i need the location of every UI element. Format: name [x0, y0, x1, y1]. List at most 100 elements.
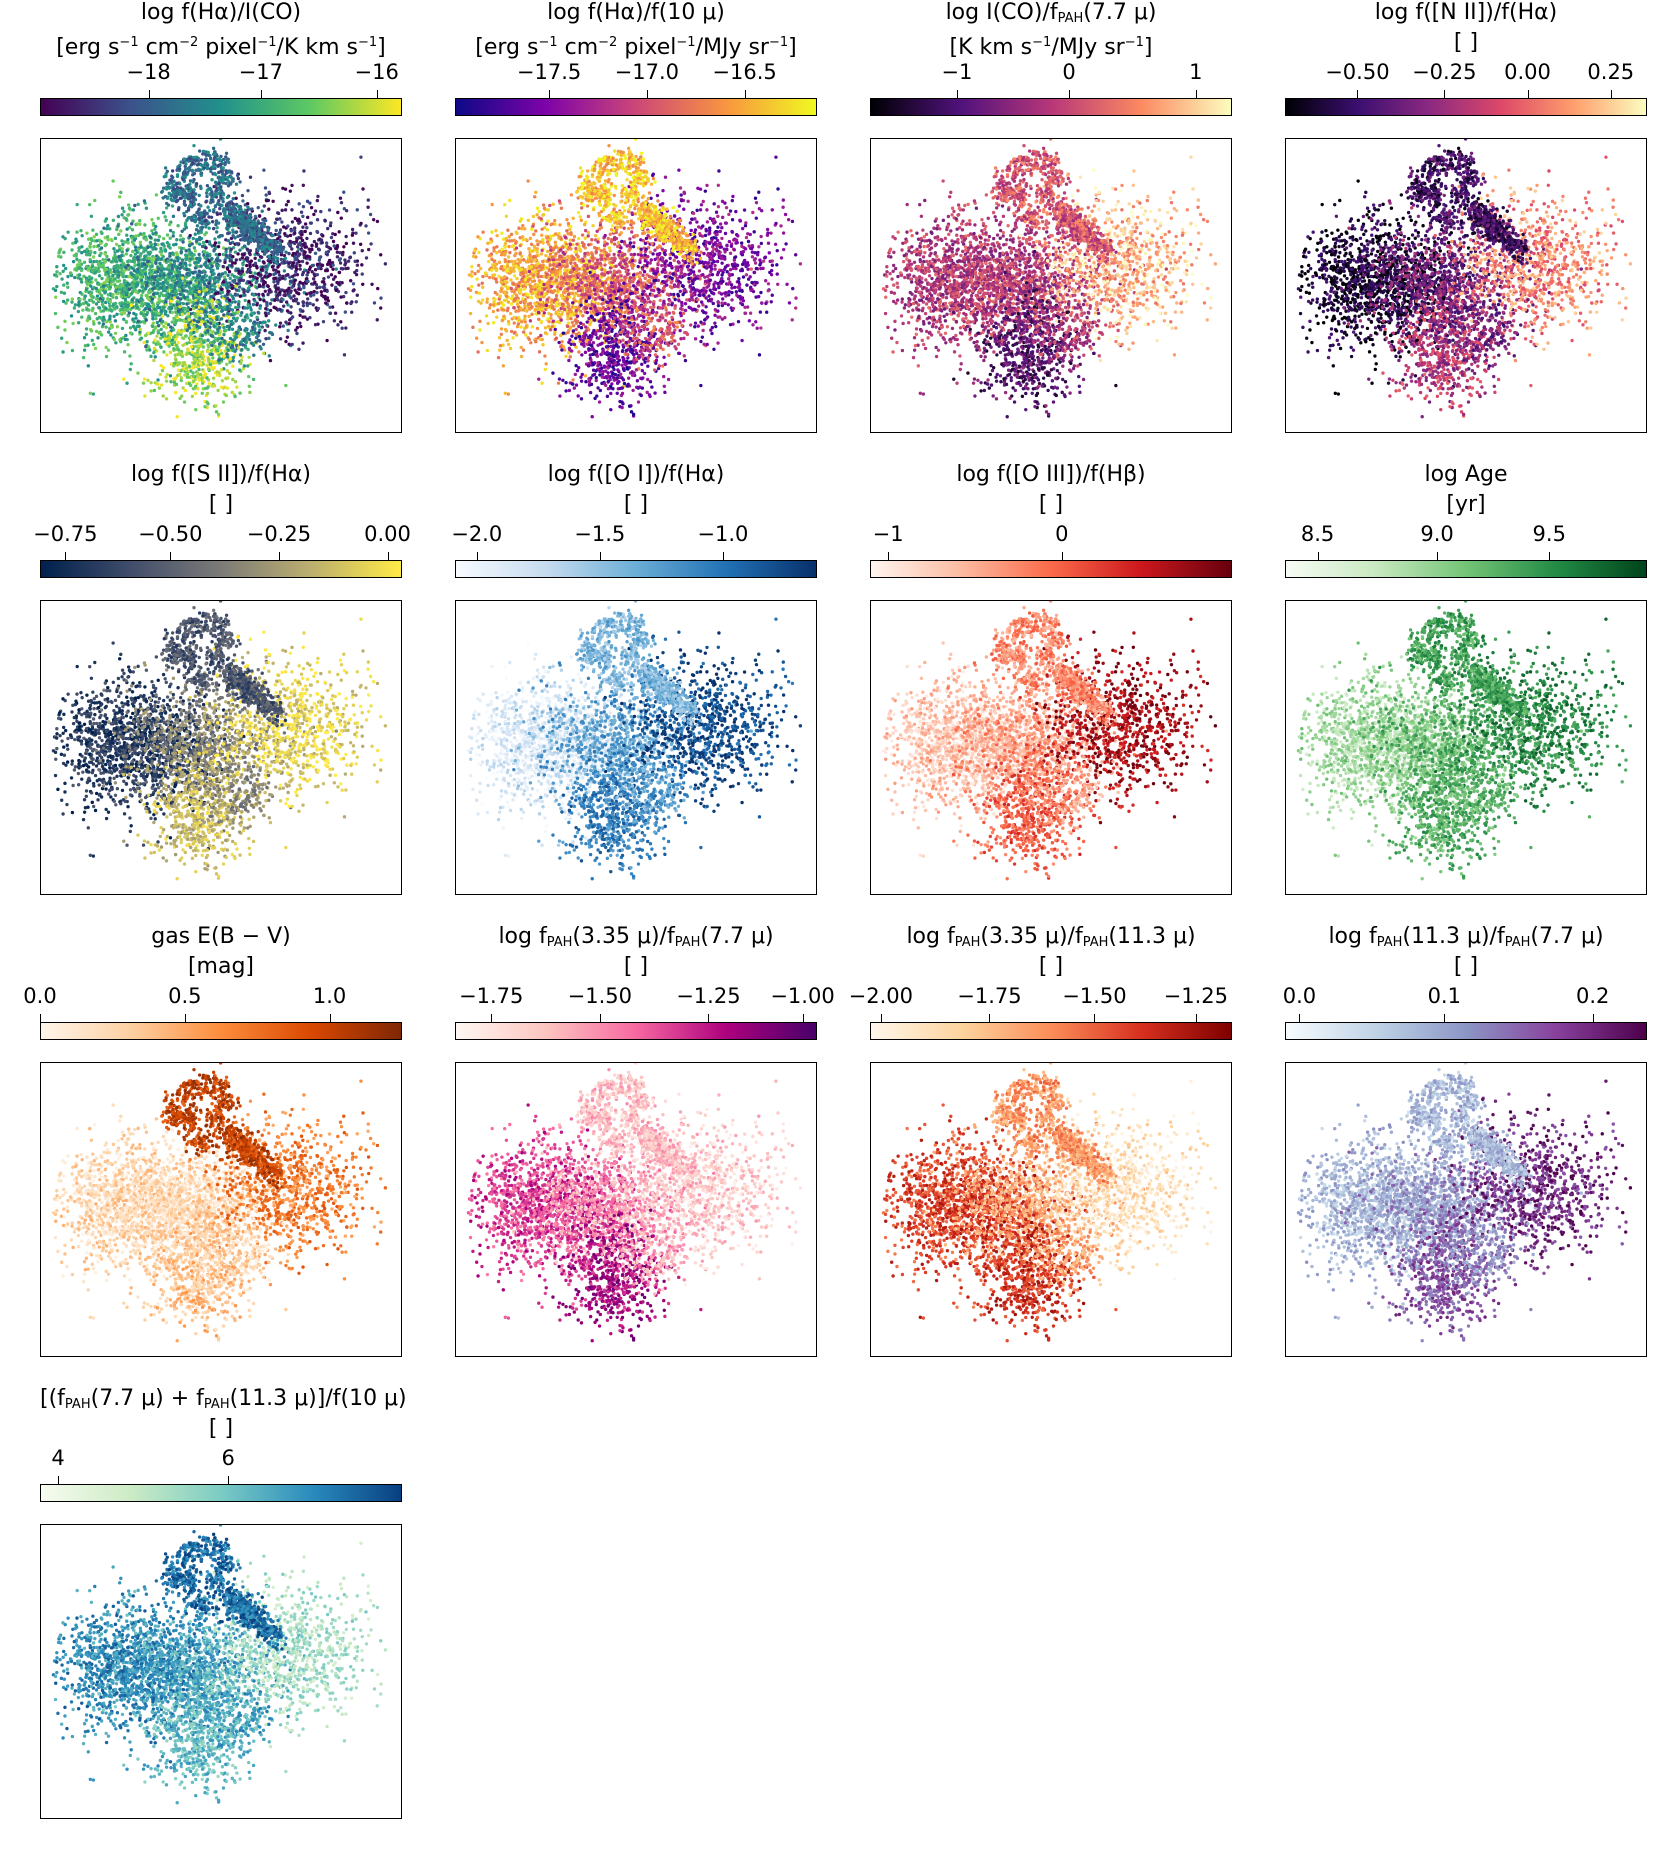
- scatter-point: [344, 241, 349, 246]
- scatter-point: [288, 233, 293, 238]
- scatter-point: [301, 270, 306, 275]
- scatter-point: [334, 246, 339, 251]
- scatter-point: [62, 250, 66, 255]
- scatter-point: [146, 331, 151, 335]
- scatter-point: [200, 333, 205, 338]
- scatter-point: [175, 238, 179, 242]
- scatter-point: [303, 222, 308, 226]
- scatter-point: [178, 234, 183, 238]
- scatter-point: [230, 208, 234, 212]
- scatter-point: [167, 336, 171, 340]
- scatter-point: [127, 287, 132, 291]
- scatter-point: [109, 282, 113, 287]
- scatter-point: [115, 312, 119, 316]
- scatter-point: [70, 300, 74, 304]
- scatter-point: [202, 210, 206, 215]
- scatter-point: [192, 143, 196, 148]
- scatter-point: [198, 286, 203, 290]
- scatter-point: [120, 239, 124, 243]
- scatter-point: [159, 291, 163, 295]
- scatter-point: [283, 187, 288, 191]
- scatter-point: [154, 316, 158, 321]
- scatter-point: [186, 369, 190, 374]
- scatter-point: [123, 297, 128, 302]
- scatter-point: [150, 297, 155, 301]
- scatter-point: [205, 194, 209, 199]
- scatter-point: [260, 226, 264, 230]
- scatter-point: [543, 354, 547, 358]
- scatter-point: [215, 315, 219, 319]
- scatter-point: [242, 364, 247, 368]
- scatter-point: [480, 281, 484, 285]
- scatter-point: [130, 228, 135, 232]
- scatter-point: [185, 375, 190, 379]
- scatter-point: [79, 280, 84, 284]
- scatter-point: [194, 391, 198, 396]
- scatter-point: [196, 348, 200, 353]
- scatter-point: [239, 358, 244, 363]
- scatter-point: [289, 279, 293, 284]
- scatter-point: [203, 255, 207, 260]
- scatter-point: [190, 394, 195, 399]
- scatter-point: [342, 245, 346, 249]
- scatter-point: [229, 313, 234, 317]
- scatter-point: [172, 190, 176, 195]
- scatter-point: [315, 229, 319, 234]
- scatter-point: [76, 309, 81, 314]
- scatter-point: [181, 336, 186, 341]
- scatter-point: [266, 311, 271, 316]
- scatter-point: [616, 240, 621, 245]
- scatter-point: [188, 288, 192, 292]
- scatter-point: [156, 242, 160, 247]
- scatter-point: [152, 388, 157, 393]
- scatter-point: [56, 325, 60, 330]
- scatter-point: [349, 301, 353, 306]
- scatter-point: [103, 290, 108, 294]
- scatter-point: [123, 295, 128, 299]
- scatter-point: [338, 196, 343, 200]
- scatter-point: [75, 257, 79, 261]
- scatter-point: [273, 221, 278, 225]
- scatter-point: [120, 206, 125, 210]
- scatter-point: [268, 308, 273, 313]
- scatter-point: [108, 277, 113, 282]
- scatter-point: [239, 271, 243, 276]
- scatter-point: [485, 300, 489, 304]
- scatter-point: [296, 291, 300, 295]
- tick-mark: [376, 90, 378, 98]
- scatter-point: [249, 259, 253, 263]
- scatter-point: [113, 307, 117, 311]
- scatter-point: [166, 244, 171, 248]
- scatter-point: [200, 376, 204, 380]
- scatter-point: [165, 285, 169, 290]
- scatter-point: [221, 166, 225, 170]
- scatter-point: [143, 272, 148, 276]
- scatter-point: [308, 315, 312, 320]
- scatter-point: [361, 282, 365, 286]
- scatter-point: [93, 198, 97, 203]
- scatter-point: [171, 183, 175, 188]
- scatter-point: [264, 250, 268, 254]
- scatter-point: [238, 353, 243, 357]
- scatter-point: [235, 241, 239, 246]
- scatter-point: [313, 251, 318, 256]
- scatter-point: [124, 333, 128, 338]
- scatter-point: [256, 219, 260, 223]
- scatter-point: [215, 322, 220, 326]
- scatter-point: [234, 182, 239, 186]
- scatter-point: [135, 267, 140, 271]
- scatter-point: [301, 225, 305, 229]
- scatter-point: [209, 321, 213, 325]
- scatter-point: [126, 263, 130, 267]
- scatter-point: [209, 215, 214, 219]
- scatter-point: [166, 203, 171, 207]
- scatter-point: [89, 329, 94, 333]
- scatter-point: [231, 359, 235, 363]
- scatter-point: [283, 256, 288, 261]
- tick-mark: [148, 90, 150, 98]
- scatter-point: [221, 400, 226, 404]
- scatter-point: [544, 253, 548, 258]
- scatter-point: [282, 253, 287, 258]
- scatter-point: [249, 238, 254, 242]
- scatter-point: [192, 318, 196, 322]
